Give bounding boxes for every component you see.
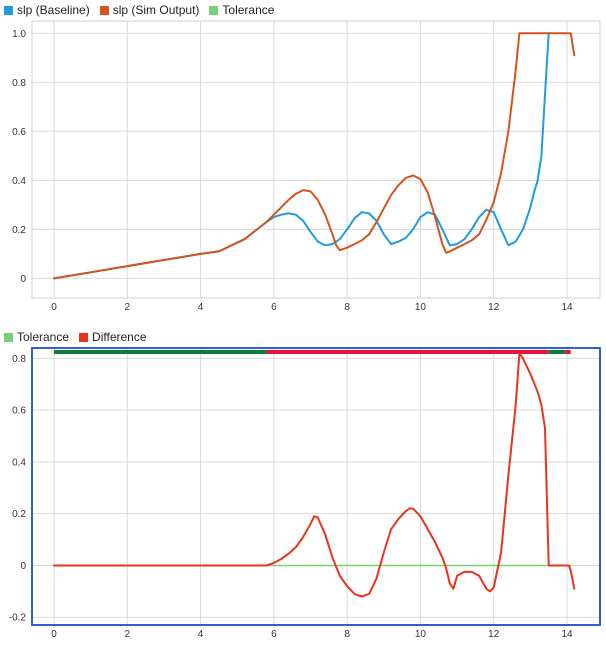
top-y-tick-label: 0.2 [12, 225, 26, 236]
legend-swatch-baseline [4, 5, 13, 15]
top-x-tick-label: 2 [124, 302, 130, 313]
bottom-x-tick-label: 14 [561, 629, 573, 640]
bottom-y-tick-label: 0.8 [12, 354, 26, 365]
legend-label-sim-output: slp (Sim Output) [112, 3, 200, 17]
legend-swatch-difference [79, 332, 89, 342]
legend-swatch-sim-output [99, 5, 109, 15]
bottom-x-tick-label: 4 [198, 629, 204, 640]
bottom-status-segment [548, 350, 566, 354]
bottom-y-tick-label: 0.4 [12, 457, 26, 468]
bottom-y-tick-label: -0.2 [9, 613, 27, 624]
top-y-tick-label: 1.0 [12, 29, 26, 40]
top-plot-border [31, 20, 601, 299]
legend-item-tolerance-bottom[interactable]: Tolerance [4, 330, 69, 344]
legend-item-difference[interactable]: Difference [79, 330, 147, 344]
top-plot-area [32, 21, 600, 298]
legend-swatch-tolerance-bottom [4, 332, 13, 342]
bottom-plot-area [32, 348, 600, 625]
legend-label-baseline: slp (Baseline) [17, 3, 90, 17]
bottom-status-segment [53, 350, 267, 354]
legend-label-tolerance-top: Tolerance [222, 3, 275, 17]
top-x-tick-label: 6 [271, 302, 277, 313]
top-y-tick-label: 0.6 [12, 127, 26, 138]
legend-bottom: Tolerance Difference [4, 327, 147, 347]
bottom-y-tick-label: 0.6 [12, 406, 26, 417]
top-x-tick-label: 8 [344, 302, 350, 313]
top-x-tick-label: 14 [561, 302, 573, 313]
legend-label-tolerance-bottom: Tolerance [17, 330, 70, 344]
legend-item-baseline[interactable]: slp (Baseline) [4, 3, 90, 17]
top-y-tick-label: 0.4 [12, 176, 26, 187]
bottom-series-difference [53, 352, 576, 598]
bottom-x-tick-label: 8 [344, 629, 350, 640]
top-series-slp-baseline [53, 32, 550, 280]
bottom-y-tick-label: 0.2 [12, 509, 26, 520]
top-series-slp-sim-output [53, 32, 576, 280]
bottom-plot-border [31, 347, 601, 626]
legend-item-tolerance-top[interactable]: Tolerance [209, 3, 274, 17]
bottom-x-tick-label: 2 [124, 629, 130, 640]
bottom-x-tick-label: 10 [415, 629, 427, 640]
top-y-tick-label: 0 [20, 274, 26, 285]
top-y-tick-label: 0.8 [12, 78, 26, 89]
bottom-x-tick-label: 12 [488, 629, 500, 640]
legend-top: slp (Baseline) slp (Sim Output) Toleranc… [4, 0, 274, 20]
bottom-x-tick-label: 0 [51, 629, 57, 640]
bottom-status-segment [565, 350, 571, 354]
top-x-tick-label: 10 [415, 302, 427, 313]
bottom-status-segment [266, 350, 549, 354]
top-x-tick-label: 12 [488, 302, 500, 313]
legend-swatch-tolerance-top [209, 5, 219, 15]
top-x-tick-label: 0 [51, 302, 57, 313]
bottom-y-tick-label: 0 [20, 561, 26, 572]
top-x-tick-label: 4 [198, 302, 204, 313]
bottom-x-tick-label: 6 [271, 629, 277, 640]
legend-item-sim-output[interactable]: slp (Sim Output) [99, 3, 200, 17]
legend-label-difference: Difference [92, 330, 147, 344]
